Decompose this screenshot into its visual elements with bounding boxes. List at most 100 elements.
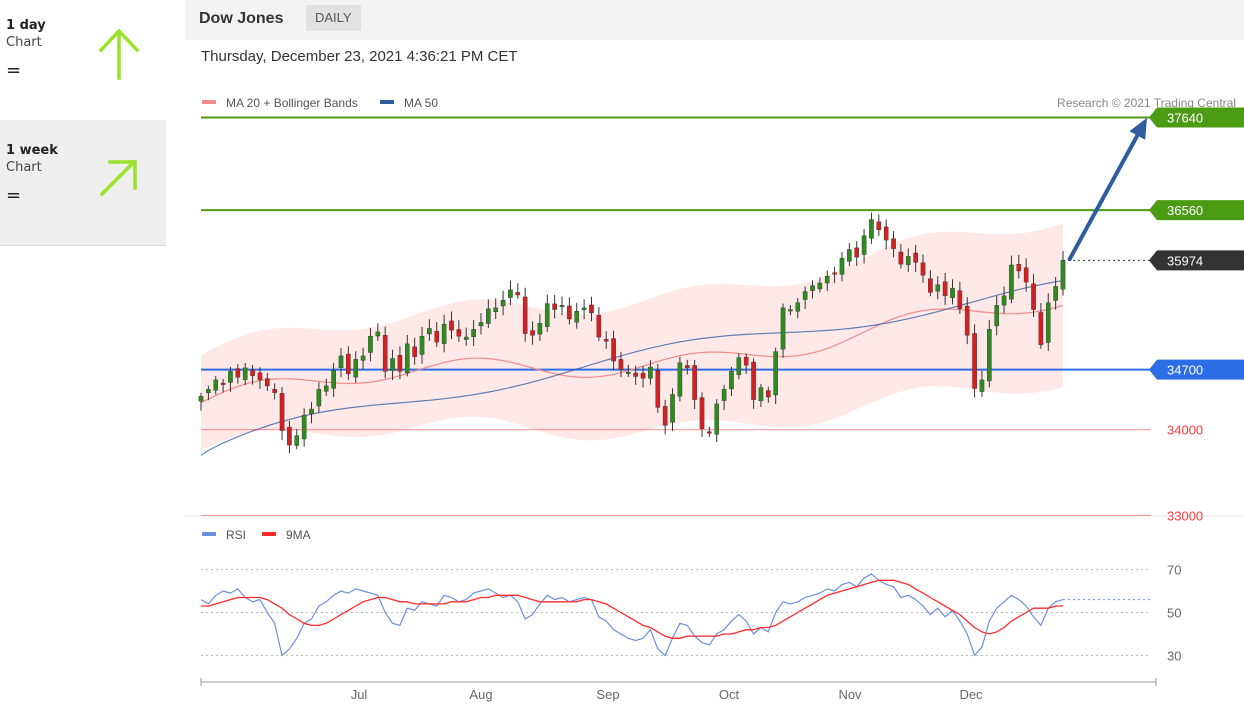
candle-body (611, 338, 616, 362)
candle-body (861, 235, 867, 255)
candle-body (964, 305, 970, 336)
candle-body (287, 426, 292, 446)
candle-body (486, 308, 491, 324)
level-label-34700: 34700 (1167, 363, 1203, 378)
interval-badge[interactable]: DAILY (306, 5, 361, 31)
forecast (1067, 117, 1147, 262)
level-label-35974: 35974 (1167, 253, 1203, 268)
candle-body (257, 372, 263, 381)
candle-body (508, 289, 513, 298)
moving-averages (200, 279, 1064, 456)
candle-body (935, 284, 941, 292)
candle-body (397, 355, 403, 372)
ma9-legend-label: 9MA (286, 528, 311, 542)
rsi-panel: 70 50 30 (200, 563, 1181, 664)
candle-body (677, 362, 683, 397)
level-label-34000: 34000 (1167, 423, 1203, 438)
candle-body (456, 329, 462, 337)
candle-body (346, 353, 351, 375)
ma20-line (200, 304, 1064, 404)
candle-body (780, 307, 786, 350)
candle-body (648, 366, 653, 379)
rsi-legend: RSI 9MA (202, 528, 311, 542)
level-label-37640: 37640 (1167, 110, 1203, 125)
x-tick-label: Nov (838, 687, 862, 702)
level-label-33000: 33000 (1167, 508, 1203, 523)
candle-body (404, 343, 410, 374)
candle-body (979, 379, 985, 392)
candle-body (265, 378, 270, 387)
candle-body (898, 251, 904, 265)
candle-body (847, 249, 852, 262)
rsi-ma9-line (201, 579, 1063, 639)
x-tick-label: Aug (469, 687, 492, 702)
candle-body (515, 292, 521, 296)
candle-body (360, 355, 366, 361)
x-tick-label: Dec (959, 687, 983, 702)
candle-body (950, 287, 955, 299)
candle-body (309, 408, 314, 415)
candle-body (920, 262, 926, 276)
ma50-legend-label: MA 50 (404, 96, 438, 110)
candle-body (655, 370, 661, 408)
candle-body (751, 361, 756, 400)
candle-body (817, 282, 823, 290)
candle-body (427, 328, 432, 335)
candle-body (707, 431, 712, 434)
candle-body (434, 331, 440, 343)
candle-body (765, 390, 771, 398)
candle-body (294, 435, 300, 446)
candle-body (692, 365, 697, 400)
candle-body (390, 358, 395, 371)
candle-body (928, 278, 933, 293)
candle-body (684, 365, 690, 369)
candle-body (1031, 283, 1036, 310)
candle-body (279, 393, 285, 431)
candle-body (883, 226, 889, 241)
period-label: 1 week (6, 143, 58, 158)
candle-body (987, 329, 992, 382)
candle-body (788, 309, 793, 312)
level-label-36560: 36560 (1167, 203, 1203, 218)
candle-body (626, 371, 631, 374)
candle-body (206, 389, 211, 394)
price-levels (201, 116, 1151, 517)
up-right-arrow-icon (99, 159, 137, 197)
candle-body (773, 351, 778, 396)
candle-body (596, 315, 602, 338)
candle-body (198, 396, 204, 402)
candle-body (1009, 264, 1014, 300)
candle-body (581, 307, 587, 311)
candle-body (493, 307, 499, 312)
candle-body (478, 322, 484, 327)
x-tick-label: Oct (719, 687, 740, 702)
candle-body (368, 335, 373, 353)
forecast-arrow-shaft (1067, 120, 1147, 262)
forecast-arrow-head (1129, 117, 1147, 140)
candle-body (714, 403, 720, 435)
candle-body (449, 320, 454, 331)
candle-body (559, 305, 565, 307)
candle-body (1001, 295, 1007, 306)
candle-body (242, 367, 248, 380)
x-tick-label: Jul (351, 687, 368, 702)
candle-body (353, 359, 359, 378)
candle-body (220, 382, 226, 385)
candle-body (802, 291, 808, 300)
ma50-line (200, 279, 1064, 456)
candle-body (567, 305, 572, 320)
candle-body (670, 394, 675, 423)
sidebar-item-1-day[interactable]: 1 day Chart = (0, 0, 166, 120)
level-badge-36560 (1149, 200, 1244, 221)
candle-body (640, 372, 646, 379)
candle-body (375, 331, 381, 337)
price-chart: MA 20 + Bollinger Bands MA 50 Research ©… (185, 96, 1244, 702)
ma50-legend-swatch (380, 100, 394, 104)
candle-body (589, 304, 594, 314)
candle-body (537, 323, 543, 335)
candle-body (412, 346, 417, 357)
sidebar-item-1-week[interactable]: 1 week Chart = (0, 120, 166, 246)
candle-body (994, 305, 999, 327)
chart-panel: Dow Jones DAILY Thursday, December 23, 2… (185, 0, 1244, 710)
candle-body (544, 303, 550, 327)
